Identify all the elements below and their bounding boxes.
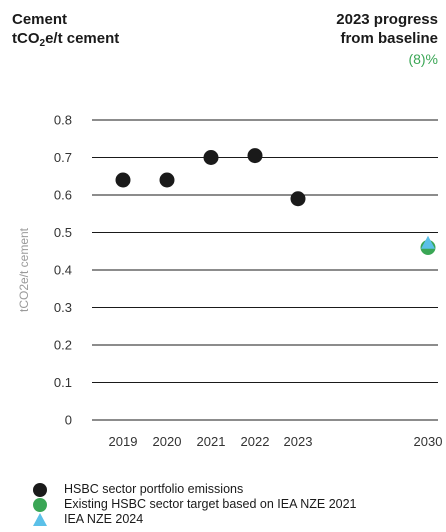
legend-marker <box>33 483 47 497</box>
chart-title: Cement tCO2e/t cement <box>12 10 119 50</box>
progress-heading-line2: from baseline <box>340 30 438 47</box>
y-tick-label: 0.8 <box>54 113 72 128</box>
y-tick-label: 0.3 <box>54 300 72 315</box>
progress-value: (8)% <box>408 51 438 67</box>
x-tick-label: 2030 <box>414 434 443 449</box>
data-point-triangle <box>421 235 435 249</box>
y-axis-label: tCO2e/t cement <box>17 227 31 312</box>
y-tick-label: 0.6 <box>54 188 72 203</box>
legend-label: Existing HSBC sector target based on IEA… <box>64 497 357 511</box>
x-tick-label: 2022 <box>241 434 270 449</box>
data-point <box>290 191 306 207</box>
y-tick-label: 0.2 <box>54 338 72 353</box>
chart-legend: HSBC sector portfolio emissions Existing … <box>32 482 357 527</box>
x-tick-label: 2021 <box>197 434 226 449</box>
legend-item: HSBC sector portfolio emissions <box>32 482 357 497</box>
legend-marker <box>33 498 47 512</box>
y-tick-label: 0.5 <box>54 225 72 240</box>
y-tick-label: 0.7 <box>54 150 72 165</box>
progress-heading: 2023 progress from baseline <box>336 10 438 48</box>
data-point <box>115 172 131 188</box>
legend-label: HSBC sector portfolio emissions <box>64 482 244 496</box>
progress-heading-line1: 2023 progress <box>336 11 438 28</box>
legend-label: IEA NZE 2024 <box>64 512 144 526</box>
chart-title-unit: tCO2e/t cement <box>12 30 120 49</box>
x-tick-label: 2023 <box>284 434 313 449</box>
chart-plot: 0 0.1 0.2 0.3 0.4 0.5 0.6 0.7 0.8 tCO2e/t cement 2… <box>17 113 443 450</box>
data-point <box>159 172 175 188</box>
y-tick-label: 0 <box>65 413 72 428</box>
chart-title-sector: Cement <box>12 11 68 28</box>
legend-item: Existing HSBC sector target based on IEA… <box>32 497 357 512</box>
legend-marker <box>33 513 47 526</box>
y-tick-label: 0.4 <box>54 263 72 278</box>
data-point <box>247 148 263 164</box>
y-tick-label: 0.1 <box>54 375 72 390</box>
data-point <box>203 150 219 165</box>
legend-item: IEA NZE 2024 <box>32 512 357 527</box>
x-tick-label: 2019 <box>109 434 138 449</box>
x-tick-label: 2020 <box>153 434 182 449</box>
